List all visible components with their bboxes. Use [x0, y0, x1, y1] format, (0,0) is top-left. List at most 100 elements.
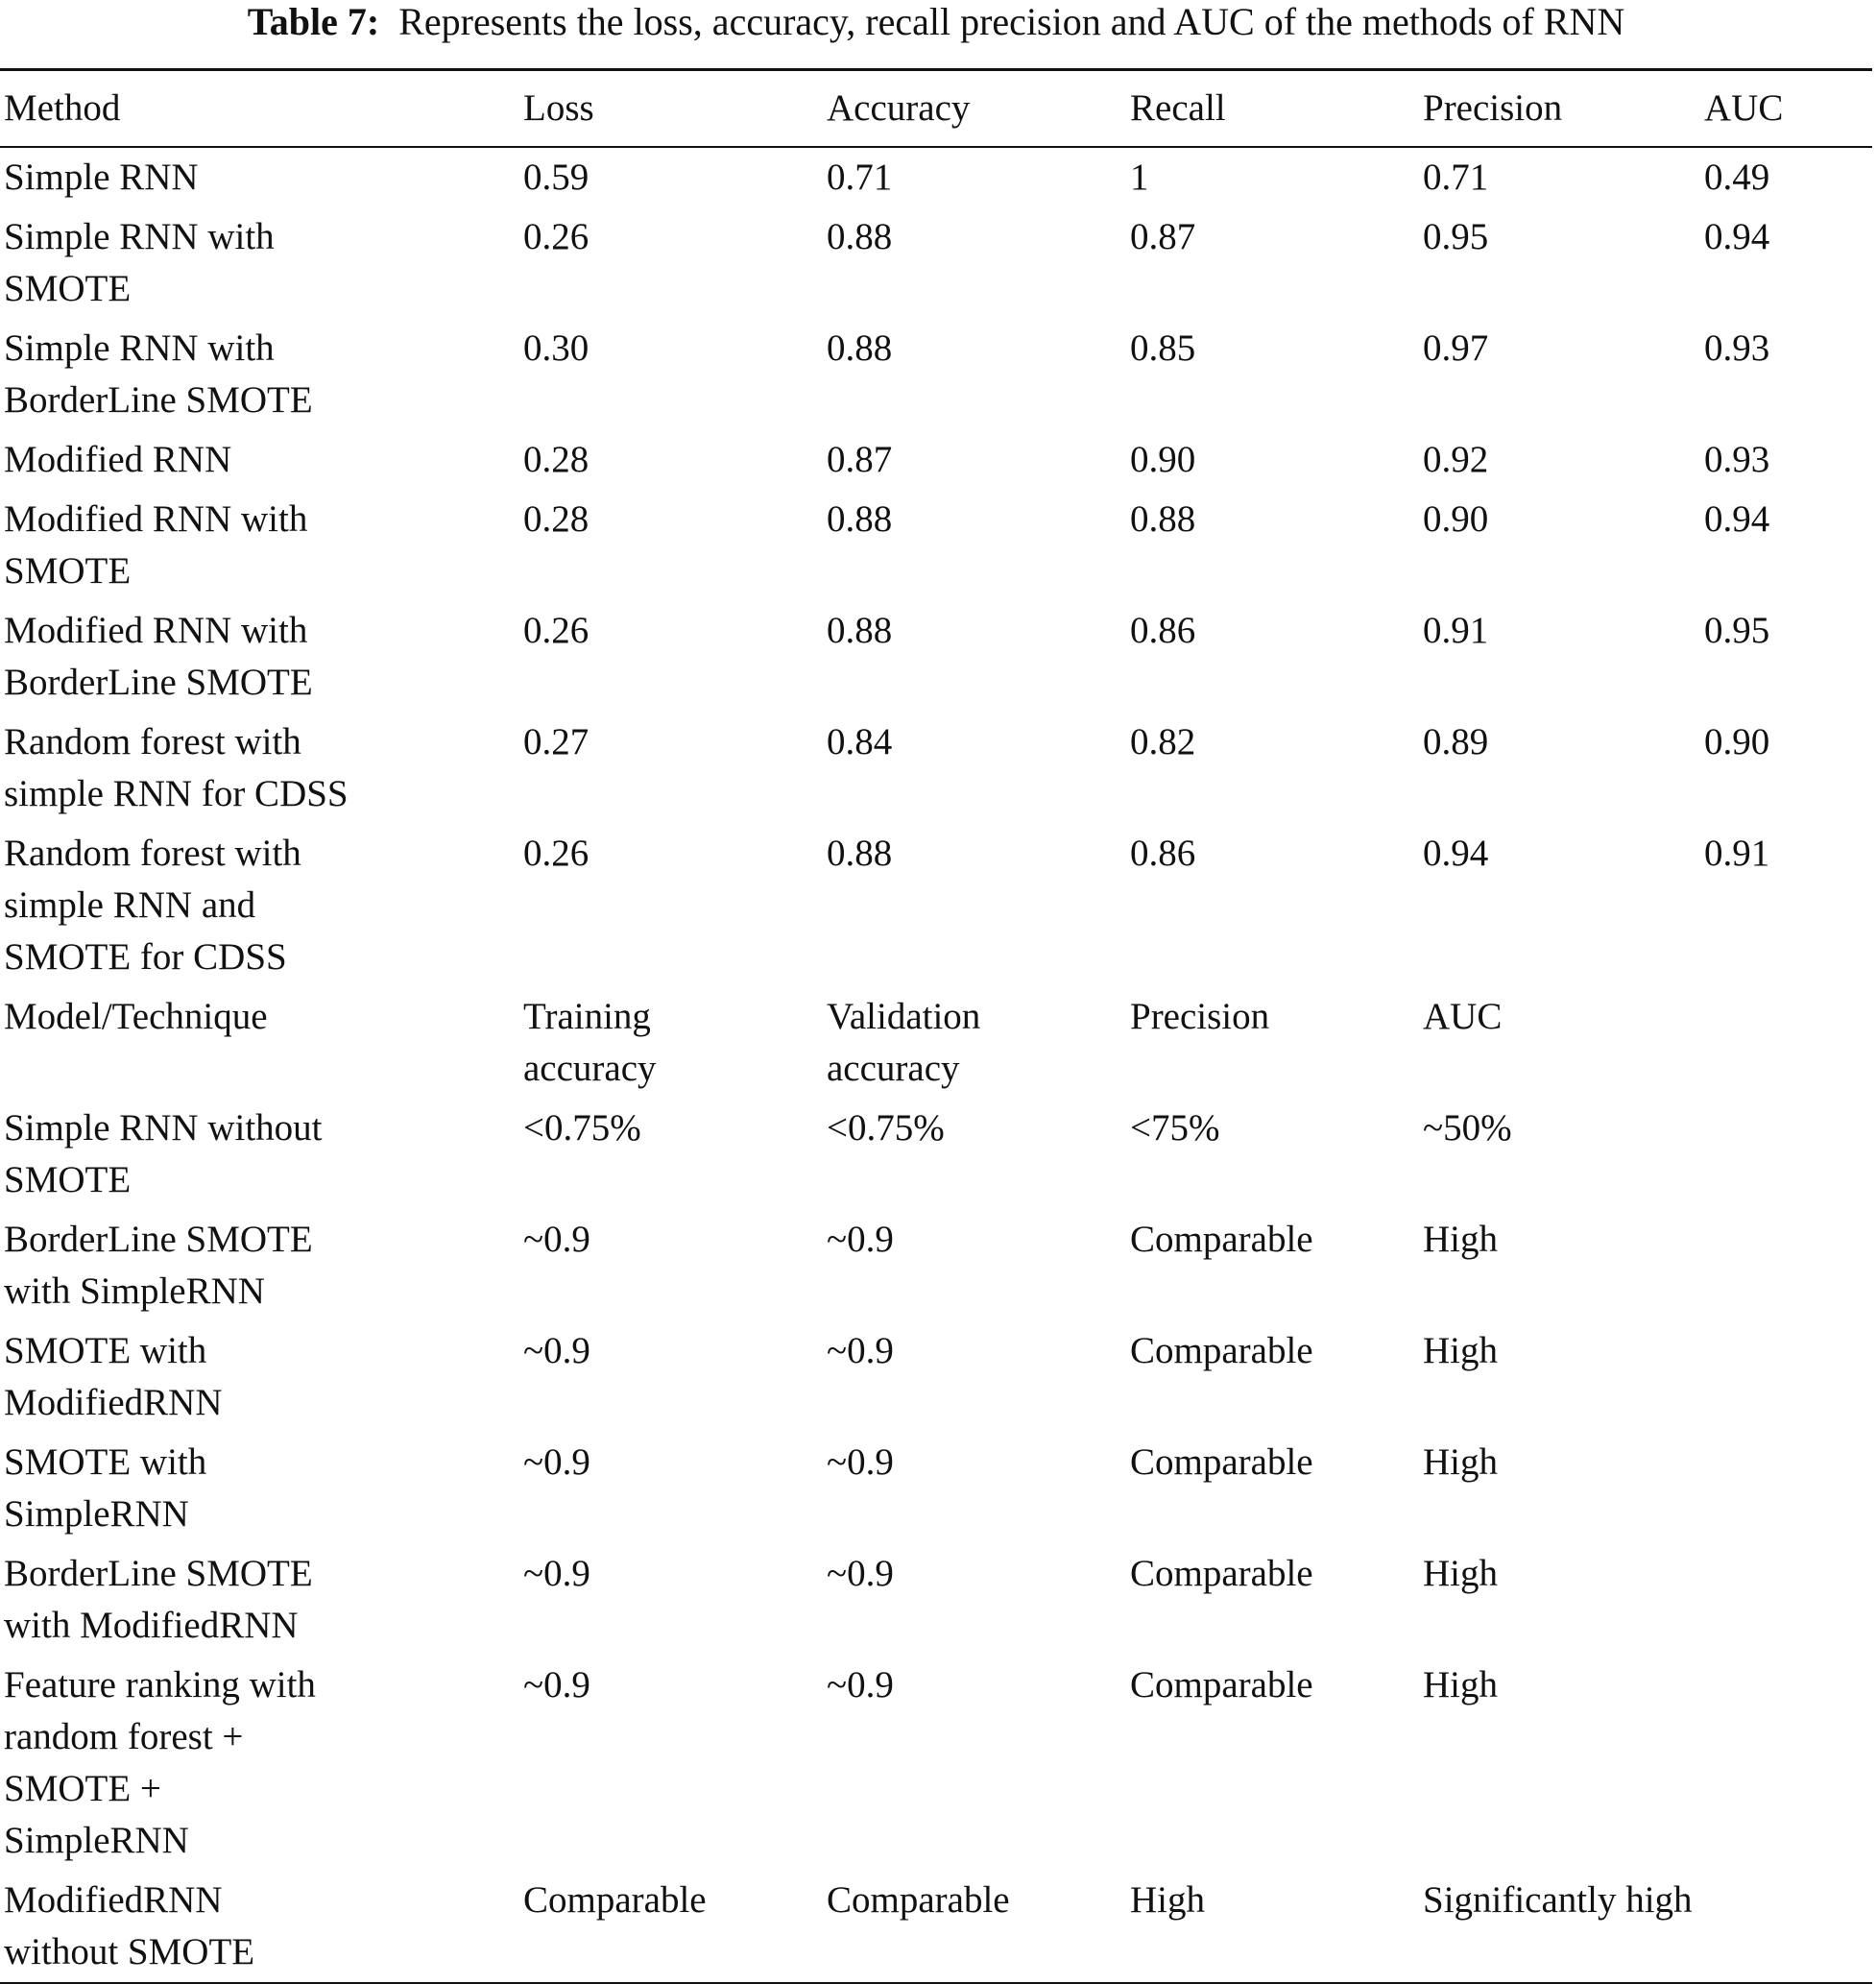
cell-recall: 0.86	[1130, 610, 1196, 651]
table-row: Random forest with simple RNN for CDSS 0.…	[0, 713, 1872, 824]
cell-auc: 0.93	[1704, 327, 1770, 369]
table-row: Simple RNN with SMOTE 0.26 0.88 0.87 0.95 0.9…	[0, 207, 1872, 319]
cell-method: Random forest with simple RNN and SMOTE …	[4, 833, 301, 978]
cell-recall: <75%	[1130, 1107, 1220, 1149]
column-header-accuracy: Accuracy	[827, 87, 971, 129]
cell-auc: 0.95	[1704, 610, 1770, 651]
header-row: Method Loss Accuracy Recall Precision AUC	[0, 69, 1872, 147]
cell-recall: High	[1130, 1879, 1205, 1921]
cell-loss: ~0.9	[523, 1553, 590, 1594]
cell-auc: 0.93	[1704, 439, 1770, 480]
cell-accuracy: 0.84	[827, 721, 893, 762]
cell-method: ModifiedRNN without SMOTE	[4, 1879, 255, 1972]
table-row: ModifiedRNN without SMOTE Comparable Compa…	[0, 1871, 1872, 1983]
cell-loss: ~0.9	[523, 1219, 590, 1260]
cell-recall: 0.82	[1130, 721, 1196, 762]
cell-method: SMOTE with ModifiedRNN	[4, 1330, 223, 1423]
table-row: Modified RNN with SMOTE 0.28 0.88 0.88 0.90 0…	[0, 490, 1872, 601]
cell-precision: Significantly high	[1423, 1879, 1693, 1921]
table-row: Random forest with simple RNN and SMOTE …	[0, 824, 1872, 987]
cell-precision: High	[1423, 1441, 1498, 1483]
cell-recall: 0.87	[1130, 216, 1196, 257]
cell-auc	[1700, 987, 1872, 1099]
table-row: Simple RNN without SMOTE <0.75% <0.75% <75%…	[0, 1099, 1872, 1210]
cell-loss: Comparable	[523, 1879, 707, 1921]
cell-loss: 0.27	[523, 721, 589, 762]
cell-auc	[1700, 1099, 1872, 1210]
cell-loss: ~0.9	[523, 1441, 590, 1483]
cell-loss: 0.59	[523, 157, 589, 198]
cell-accuracy: ~0.9	[827, 1219, 894, 1260]
cell-recall: Comparable	[1130, 1553, 1313, 1594]
cell-recall: Comparable	[1130, 1219, 1313, 1260]
column-header-method: Method	[4, 87, 121, 129]
cell-loss: 0.26	[523, 610, 589, 651]
table-row: BorderLine SMOTE with SimpleRNN ~0.9 ~0.9 C…	[0, 1210, 1872, 1321]
cell-precision: High	[1423, 1553, 1498, 1594]
cell-recall: 0.86	[1130, 833, 1196, 874]
cell-accuracy: 0.88	[827, 216, 893, 257]
table-row: SMOTE with SimpleRNN ~0.9 ~0.9 Comparable Hi…	[0, 1433, 1872, 1544]
cell-accuracy: ~0.9	[827, 1441, 894, 1483]
cell-method: Model/Technique	[4, 996, 268, 1037]
cell-precision: 0.90	[1423, 498, 1489, 540]
cell-accuracy: 0.88	[827, 327, 893, 369]
cell-accuracy: ~0.9	[827, 1553, 894, 1594]
cell-loss: 0.30	[523, 327, 589, 369]
cell-method: Simple RNN with SMOTE	[4, 216, 275, 309]
cell-precision: AUC	[1423, 996, 1503, 1037]
cell-auc	[1700, 1433, 1872, 1544]
cell-method: Modified RNN with SMOTE	[4, 498, 308, 592]
table-row: Simple RNN 0.59 0.71 1 0.71 0.49	[0, 147, 1872, 207]
table-caption: Table 7: Represents the loss, accuracy, …	[0, 0, 1872, 44]
cell-accuracy: 0.88	[827, 498, 893, 540]
column-header-precision: Precision	[1423, 87, 1563, 129]
cell-loss: ~0.9	[523, 1664, 590, 1706]
cell-auc	[1700, 1321, 1872, 1433]
caption-label: Table 7:	[247, 0, 380, 43]
cell-precision: 0.89	[1423, 721, 1489, 762]
cell-method: SMOTE with SimpleRNN	[4, 1441, 207, 1535]
cell-accuracy: Comparable	[827, 1879, 1010, 1921]
cell-recall: Comparable	[1130, 1664, 1313, 1706]
cell-method: Simple RNN without SMOTE	[4, 1107, 323, 1200]
cell-precision: 0.91	[1423, 610, 1489, 651]
cell-precision: High	[1423, 1219, 1498, 1260]
cell-method: Random forest with simple RNN for CDSS	[4, 721, 349, 814]
cell-precision: ~50%	[1423, 1107, 1512, 1149]
table-row: Modified RNN with BorderLine SMOTE 0.26 0.…	[0, 601, 1872, 713]
table-row: Simple RNN with BorderLine SMOTE 0.30 0.88…	[0, 319, 1872, 430]
cell-precision: 0.94	[1423, 833, 1489, 874]
cell-recall: Comparable	[1130, 1330, 1313, 1371]
column-header-auc: AUC	[1704, 87, 1784, 129]
cell-auc: 0.90	[1704, 721, 1770, 762]
column-header-recall: Recall	[1130, 87, 1226, 129]
cell-auc: 0.49	[1704, 157, 1770, 198]
cell-accuracy: 0.88	[827, 610, 893, 651]
cell-method: Modified RNN	[4, 439, 232, 480]
cell-precision: 0.95	[1423, 216, 1489, 257]
cell-method: Feature ranking with random forest + SMO…	[4, 1664, 316, 1861]
cell-recall: 0.88	[1130, 498, 1196, 540]
table-row: Modified RNN 0.28 0.87 0.90 0.92 0.93	[0, 430, 1872, 490]
cell-recall: 1	[1130, 157, 1149, 198]
cell-accuracy: 0.88	[827, 833, 893, 874]
table-row: BorderLine SMOTE with ModifiedRNN ~0.9 ~0.…	[0, 1544, 1872, 1656]
cell-auc	[1700, 1544, 1872, 1656]
cell-recall: 0.90	[1130, 439, 1196, 480]
caption-text: Represents the loss, accuracy, recall pr…	[398, 0, 1625, 43]
cell-auc: 0.94	[1704, 498, 1770, 540]
cell-accuracy: <0.75%	[827, 1107, 945, 1149]
cell-accuracy: ~0.9	[827, 1664, 894, 1706]
cell-precision: High	[1423, 1664, 1498, 1706]
cell-precision: 0.71	[1423, 157, 1489, 198]
cell-loss: Training accuracy	[523, 996, 657, 1089]
table-row: Model/Technique Training accuracy Validati…	[0, 987, 1872, 1099]
column-header-loss: Loss	[523, 87, 594, 129]
cell-auc: 0.91	[1704, 833, 1770, 874]
cell-method: Modified RNN with BorderLine SMOTE	[4, 610, 313, 703]
table-header: Method Loss Accuracy Recall Precision AUC	[0, 69, 1872, 147]
cell-method: BorderLine SMOTE with ModifiedRNN	[4, 1553, 313, 1646]
cell-auc	[1700, 1656, 1872, 1871]
cell-auc	[1700, 1210, 1872, 1321]
